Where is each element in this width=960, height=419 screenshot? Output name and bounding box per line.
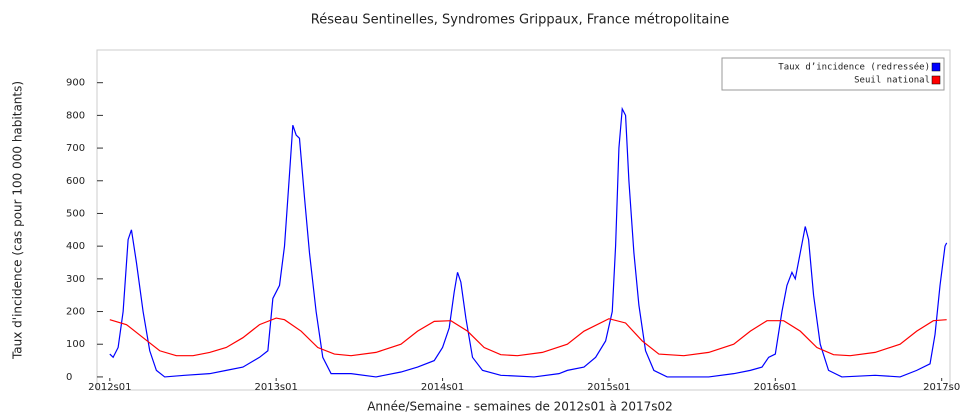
y-axis-label: Taux d'incidence (cas pour 100 000 habit…	[11, 81, 25, 360]
y-tick-label: 900	[66, 78, 85, 89]
x-tick-label: 2012s01	[88, 382, 131, 393]
x-tick-label: 2013s01	[254, 382, 297, 393]
plot-area	[96, 49, 951, 391]
legend-label: Taux d’incidence (redressée)	[778, 62, 930, 73]
y-tick-label: 300	[66, 274, 85, 285]
series-line	[109, 106, 948, 378]
y-tick-label: 400	[66, 241, 85, 252]
legend	[721, 57, 945, 91]
series-line	[109, 317, 947, 357]
legend-swatch	[931, 62, 941, 72]
y-tick-label: 800	[66, 110, 85, 121]
y-tick-label: 700	[66, 143, 85, 154]
y-tick-label: 100	[66, 339, 85, 350]
chart-title: Réseau Sentinelles, Syndromes Grippaux, …	[311, 13, 729, 28]
y-tick-label: 600	[66, 176, 85, 187]
x-tick-label: 2015s01	[587, 382, 630, 393]
y-tick-label: 200	[66, 307, 85, 318]
y-tick-label: 500	[66, 208, 85, 219]
x-tick-label: 2016s01	[754, 382, 797, 393]
legend-swatch	[931, 75, 941, 85]
x-tick-label: 2017s0	[923, 382, 960, 393]
x-axis-label: Année/Semaine - semaines de 2012s01 à 20…	[367, 400, 673, 414]
x-tick-label: 2014s01	[421, 382, 464, 393]
y-tick-label: 0	[66, 372, 72, 383]
legend-label: Seuil national	[854, 76, 930, 86]
